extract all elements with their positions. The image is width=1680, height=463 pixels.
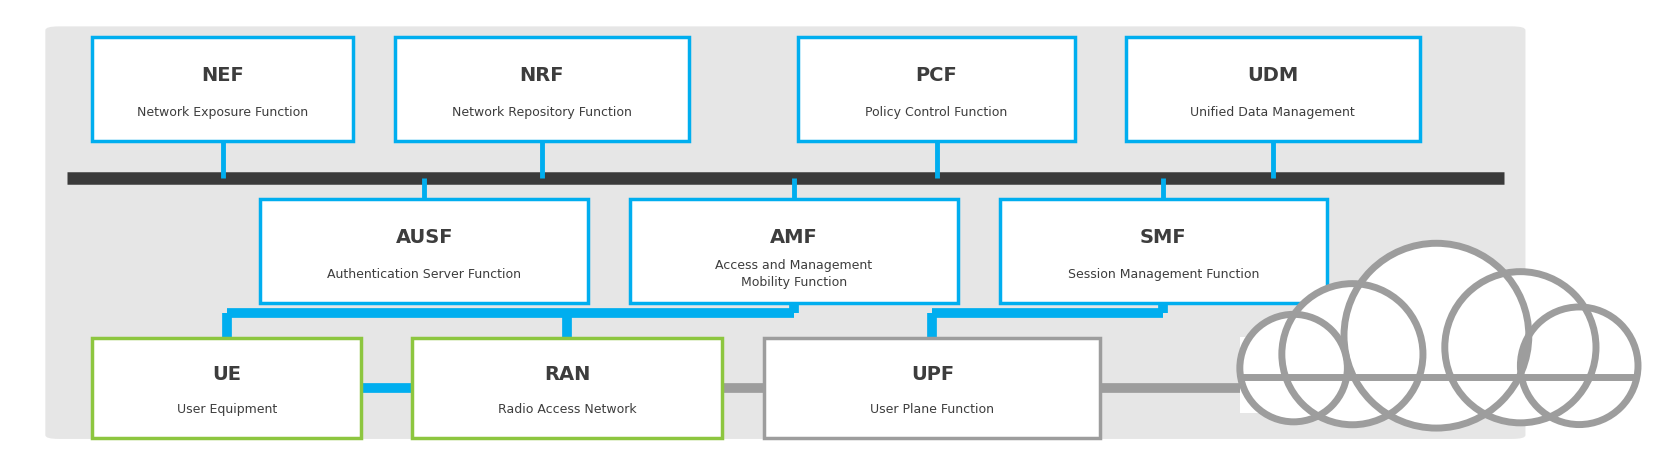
Text: NEF: NEF (202, 66, 244, 85)
FancyBboxPatch shape (798, 37, 1075, 141)
FancyBboxPatch shape (92, 37, 353, 141)
Ellipse shape (1520, 307, 1638, 425)
Ellipse shape (1445, 272, 1596, 423)
Text: Session Management Function: Session Management Function (1068, 268, 1258, 281)
Text: UE: UE (212, 365, 242, 384)
Ellipse shape (1240, 314, 1347, 422)
FancyBboxPatch shape (630, 199, 958, 303)
FancyBboxPatch shape (764, 338, 1100, 438)
FancyBboxPatch shape (1240, 337, 1638, 413)
Text: Radio Access Network: Radio Access Network (497, 403, 637, 416)
Text: User Plane Function: User Plane Function (870, 403, 995, 416)
Text: AUSF: AUSF (395, 228, 454, 247)
Text: AMF: AMF (769, 228, 818, 247)
Text: PCF: PCF (916, 66, 958, 85)
FancyBboxPatch shape (1000, 199, 1327, 303)
FancyBboxPatch shape (45, 26, 1525, 439)
FancyBboxPatch shape (92, 338, 361, 438)
FancyBboxPatch shape (1126, 37, 1420, 141)
Text: NRF: NRF (519, 66, 564, 85)
Text: Access and Management
Mobility Function: Access and Management Mobility Function (716, 259, 872, 289)
Text: RAN: RAN (544, 365, 590, 384)
Text: SMF: SMF (1141, 228, 1186, 247)
Text: Network Repository Function: Network Repository Function (452, 106, 632, 119)
Text: UPF: UPF (911, 365, 954, 384)
FancyBboxPatch shape (395, 37, 689, 141)
Text: UDM: UDM (1247, 66, 1299, 85)
FancyBboxPatch shape (260, 199, 588, 303)
Ellipse shape (1282, 284, 1423, 425)
Ellipse shape (1344, 243, 1529, 428)
Text: Authentication Server Function: Authentication Server Function (328, 268, 521, 281)
FancyBboxPatch shape (412, 338, 722, 438)
Text: Unified Data Management: Unified Data Management (1189, 106, 1356, 119)
Text: Network Exposure Function: Network Exposure Function (138, 106, 307, 119)
Text: Policy Control Function: Policy Control Function (865, 106, 1008, 119)
Text: User Equipment: User Equipment (176, 403, 277, 416)
